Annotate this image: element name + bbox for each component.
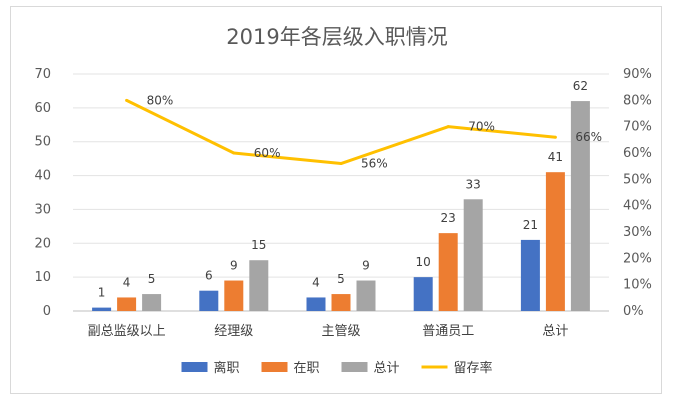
right-tick-label: 30% (623, 225, 652, 240)
line-data-label: 60% (254, 146, 281, 160)
bar-在职-2 (331, 294, 351, 311)
line-point (446, 125, 450, 129)
bar-在职-4 (545, 172, 565, 311)
category-label: 普通员工 (422, 324, 474, 339)
data-label: 9 (362, 259, 370, 273)
legend-swatch (261, 362, 288, 372)
data-label: 5 (148, 272, 156, 286)
data-label: 23 (441, 211, 456, 225)
data-label: 4 (123, 275, 131, 289)
left-tick-label: 0 (43, 304, 51, 319)
right-axis: 0% 10% 20% 30% 40% 50% 60% 70% 80% 90% (623, 67, 652, 319)
line-point (339, 162, 343, 166)
right-tick-label: 0% (623, 304, 644, 319)
category-label: 主管级 (321, 324, 360, 339)
legend-label: 留存率 (454, 360, 493, 376)
bar-总计-3 (463, 199, 483, 311)
chart-title: 2019年各层级入职情况 (226, 25, 447, 49)
data-label: 6 (205, 269, 213, 283)
bar-离职-4 (520, 239, 540, 311)
bar-在职-1 (224, 280, 244, 311)
bar-总计-4 (570, 101, 590, 311)
data-label: 41 (548, 150, 563, 164)
line-data-label: 80% (147, 93, 174, 107)
right-tick-label: 20% (623, 251, 652, 266)
legend-swatch (341, 362, 368, 372)
right-tick-label: 90% (623, 67, 652, 82)
chart-frame: 2019年各层级入职情况 0 10 20 30 40 50 60 70 0% 10% 20% 30%… (10, 6, 662, 394)
left-tick-label: 70 (34, 67, 51, 82)
right-tick-label: 80% (623, 93, 652, 108)
bars (92, 101, 590, 311)
category-label: 总计 (542, 324, 568, 339)
data-labels: 1 6 4 10 21 4 9 5 23 41 5 15 9 33 62 80% 60% 56% 70% 66% (98, 79, 602, 300)
right-tick-label: 10% (623, 278, 652, 293)
data-label: 10 (416, 255, 431, 269)
category-axis: 副总监级以上 经理级 主管级 普通员工 总计 (88, 324, 569, 339)
line-point (232, 151, 236, 155)
bar-在职-0 (117, 297, 137, 311)
data-label: 1 (98, 286, 106, 300)
line-point (125, 98, 129, 102)
data-label: 5 (337, 272, 345, 286)
right-tick-label: 60% (623, 146, 652, 161)
left-tick-label: 30 (34, 202, 51, 217)
category-label: 经理级 (214, 324, 253, 339)
retention-line (125, 98, 557, 166)
left-axis: 0 10 20 30 40 50 60 70 (34, 67, 51, 319)
gridlines (73, 73, 609, 312)
line-data-label: 56% (361, 157, 388, 171)
line-data-label: 66% (575, 130, 602, 144)
data-label: 15 (251, 238, 266, 252)
legend-label: 总计 (374, 361, 400, 376)
data-label: 21 (523, 218, 538, 232)
bar-总计-2 (356, 280, 376, 311)
left-tick-label: 10 (34, 270, 51, 285)
bar-离职-0 (92, 307, 112, 311)
line-point (553, 135, 557, 139)
line-data-label: 70% (468, 120, 495, 134)
right-tick-label: 50% (623, 172, 652, 187)
left-tick-label: 50 (34, 135, 51, 150)
left-tick-label: 60 (34, 101, 51, 116)
right-tick-label: 70% (623, 120, 652, 135)
left-tick-label: 40 (34, 169, 51, 184)
bar-离职-2 (306, 297, 326, 311)
data-label: 4 (312, 275, 320, 289)
bar-总计-1 (249, 260, 269, 311)
data-label: 62 (573, 79, 588, 93)
bar-在职-3 (438, 233, 458, 311)
category-label: 副总监级以上 (88, 324, 166, 339)
legend: 离职 在职 总计 留存率 (181, 360, 493, 376)
bar-离职-3 (413, 277, 433, 311)
legend-swatch (181, 362, 208, 372)
legend-label: 离职 (214, 360, 240, 376)
data-label: 9 (230, 259, 238, 273)
data-label: 33 (466, 177, 481, 191)
bar-离职-1 (199, 290, 219, 311)
legend-label: 在职 (294, 361, 320, 376)
left-tick-label: 20 (34, 236, 51, 251)
right-tick-label: 40% (623, 199, 652, 214)
chart-svg: 2019年各层级入职情况 0 10 20 30 40 50 60 70 0% 10% 20% 30%… (34, 25, 652, 376)
bar-总计-0 (142, 294, 162, 311)
